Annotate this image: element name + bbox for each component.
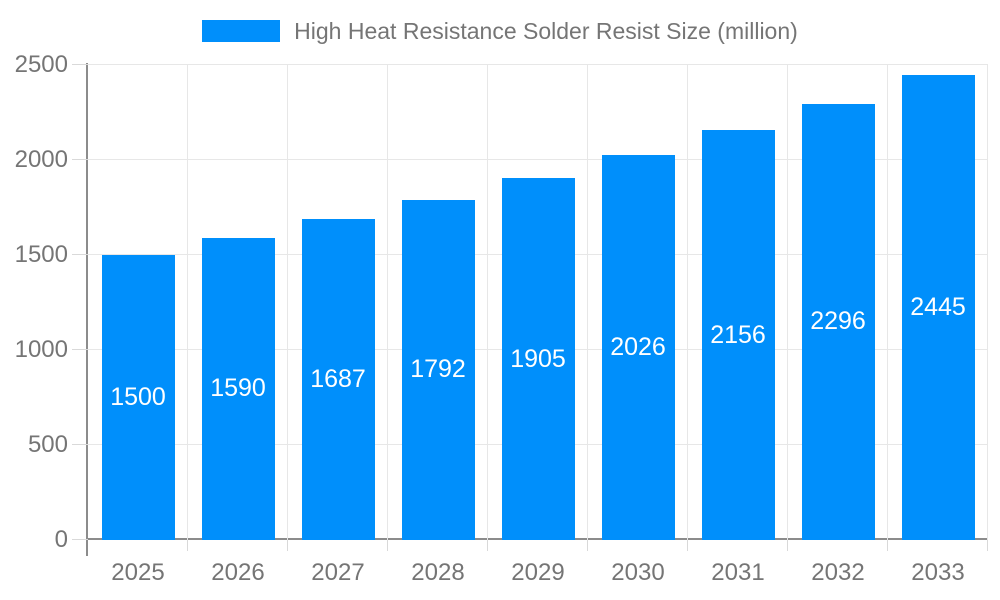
v-gridline: [387, 65, 388, 540]
bar-value-label: 1500: [110, 383, 166, 411]
y-tick-label: 1500: [14, 241, 68, 268]
bar: 2445: [901, 75, 975, 540]
v-gridline: [987, 65, 988, 540]
x-tick-label: 2029: [511, 559, 565, 586]
x-tick-label: 2028: [411, 559, 465, 586]
y-axis-line: [86, 63, 88, 556]
v-gridline: [587, 65, 588, 540]
x-tick: [187, 540, 188, 551]
x-tick-label: 2031: [711, 559, 765, 586]
bar: 2296: [801, 103, 875, 540]
bar: 1500: [101, 255, 175, 540]
x-tick-label: 2030: [611, 559, 665, 586]
x-tick-label: 2027: [311, 559, 365, 586]
bar-value-label: 1905: [510, 344, 566, 373]
x-tick: [387, 540, 388, 551]
x-tick: [587, 540, 588, 551]
v-gridline: [887, 65, 888, 540]
x-tick: [987, 540, 988, 551]
v-gridline: [287, 65, 288, 540]
bar-value-label: 2026: [610, 333, 666, 362]
bar: 1687: [301, 219, 375, 540]
legend-marker: [202, 20, 281, 42]
bar-value-label: 1687: [310, 365, 366, 394]
legend: High Heat Resistance Solder Resist Size …: [0, 19, 1000, 43]
bar: 1792: [401, 199, 475, 540]
x-tick: [287, 540, 288, 551]
bar-value-label: 2296: [810, 307, 866, 336]
x-tick-label: 2026: [211, 559, 265, 586]
y-tick-label: 0: [54, 526, 68, 553]
bar: 2156: [701, 130, 775, 540]
x-tick: [787, 540, 788, 551]
x-tick-label: 2032: [811, 559, 865, 586]
v-gridline: [687, 65, 688, 540]
bar-value-label: 2445: [910, 293, 966, 322]
x-tick: [487, 540, 488, 551]
y-tick-label: 1000: [14, 336, 68, 363]
y-tick-label: 2000: [14, 146, 68, 173]
bar-value-label: 1590: [210, 374, 266, 403]
legend-label: High Heat Resistance Solder Resist Size …: [294, 18, 798, 44]
h-gridline: [88, 64, 988, 65]
v-gridline: [787, 65, 788, 540]
x-tick: [687, 540, 688, 551]
x-tick-label: 2025: [111, 559, 165, 586]
h-gridline: [88, 159, 988, 160]
v-gridline: [487, 65, 488, 540]
bar: 2026: [601, 155, 675, 540]
bar: 1905: [501, 178, 575, 540]
x-tick-label: 2033: [911, 559, 965, 586]
bar: 1590: [201, 237, 275, 540]
bar-value-label: 1792: [410, 355, 466, 384]
bar-value-label: 2156: [710, 320, 766, 349]
v-gridline: [187, 65, 188, 540]
plot-area: 1500 1590 1687 1792 1905 2026 2156 2296 2445: [86, 63, 988, 556]
y-tick-label: 2500: [14, 51, 68, 78]
y-tick-label: 500: [27, 431, 68, 458]
x-tick: [887, 540, 888, 551]
